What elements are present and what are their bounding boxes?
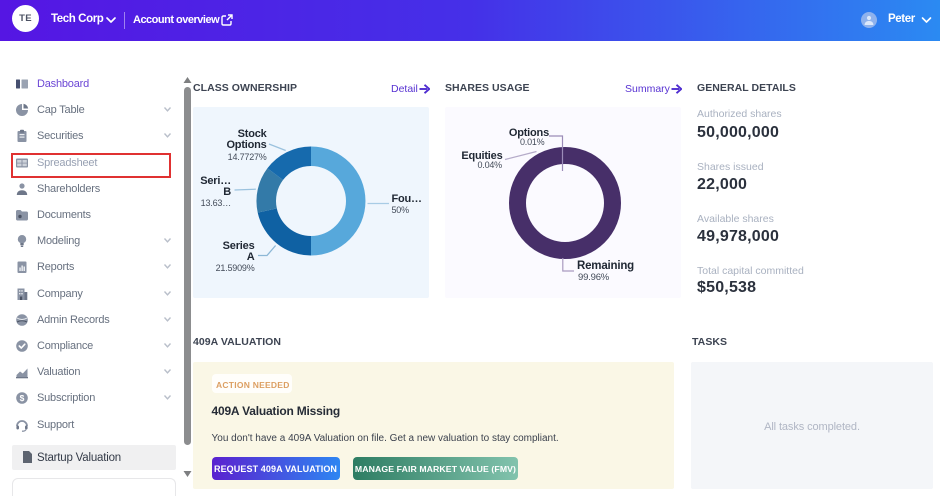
- svg-text:$: $: [20, 393, 25, 403]
